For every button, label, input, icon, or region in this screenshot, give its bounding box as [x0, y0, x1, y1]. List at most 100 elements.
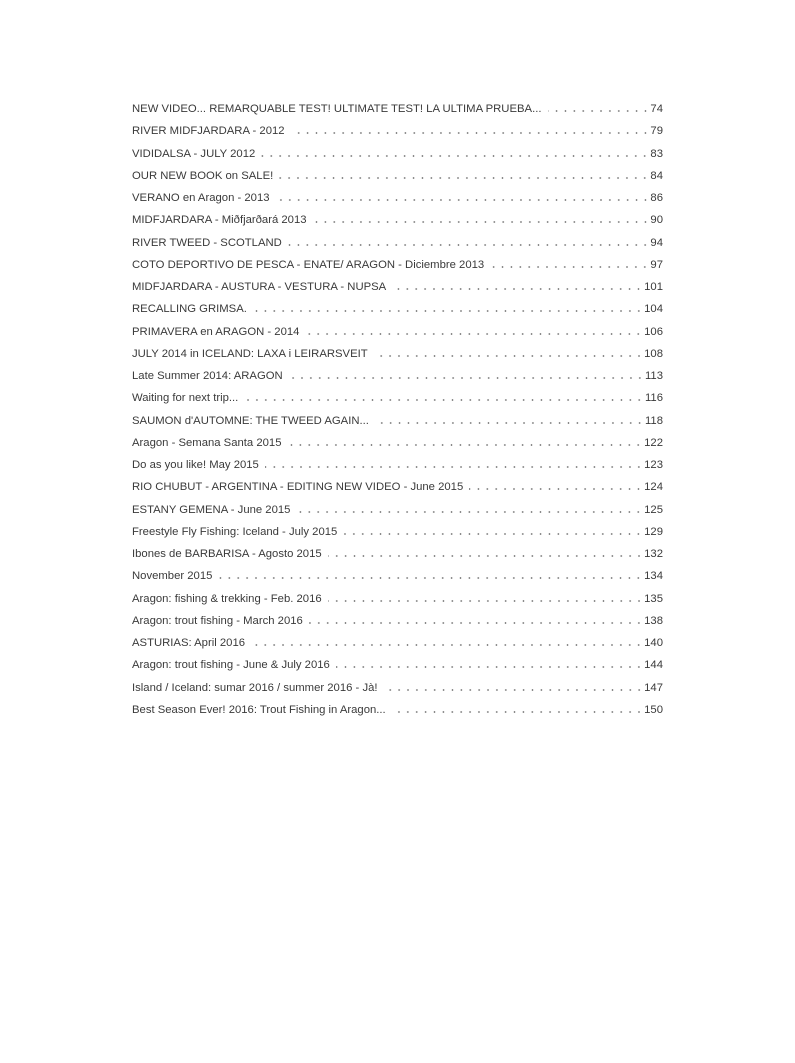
dot-leader — [343, 532, 644, 535]
table-of-contents: NEW VIDEO... REMARQUABLE TEST! ULTIMATE … — [132, 100, 663, 723]
toc-entry-title: ESTANY GEMENA - June 2015 — [132, 503, 291, 516]
toc-entry-page-number: 79 — [650, 125, 663, 138]
toc-entry[interactable]: Best Season Ever! 2016: Trout Fishing in… — [132, 701, 663, 723]
dot-leader — [251, 644, 644, 646]
toc-entry-title: Waiting for next trip... — [132, 392, 239, 405]
dot-leader — [312, 221, 650, 224]
toc-entry[interactable]: Island / Iceland: sumar 2016 / summer 20… — [132, 679, 663, 701]
toc-entry-title: OUR NEW BOOK on SALE! — [132, 169, 274, 182]
toc-entry-page-number: 113 — [644, 370, 663, 382]
toc-entry-title: ASTURIAS: April 2016 — [132, 637, 246, 649]
toc-entry-title: JULY 2014 in ICELAND: LAXA i LEIRARSVEIT — [132, 347, 368, 360]
toc-entry[interactable]: MIDFJARDARA - AUSTURA - VESTURA - NUPSA 1… — [132, 278, 663, 300]
dot-leader — [287, 443, 644, 446]
toc-entry-page-number: 140 — [644, 637, 663, 649]
toc-entry-page-number: 90 — [650, 214, 663, 227]
toc-entry-title: RIVER MIDFJARDARA - 2012 — [132, 125, 285, 138]
dot-leader — [490, 265, 650, 268]
toc-entry-page-number: 74 — [650, 103, 663, 115]
toc-entry[interactable]: Ibones de BARBARISA - Agosto 2015 132 — [132, 545, 663, 567]
toc-entry-title: VERANO en Aragon - 2013 — [132, 192, 270, 204]
toc-entry-title: Island / Iceland: sumar 2016 / summer 20… — [132, 681, 378, 694]
toc-entry-page-number: 116 — [644, 392, 663, 405]
toc-entry[interactable]: MIDFJARDARA - Miðfjarðará 2013 90 — [132, 211, 663, 233]
dot-leader — [547, 110, 650, 112]
toc-entry-page-number: 125 — [644, 503, 663, 516]
toc-entry[interactable]: Aragon: fishing & trekking - Feb. 2016 13… — [132, 590, 663, 612]
toc-entry[interactable]: PRIMAVERA en ARAGON - 2014 106 — [132, 323, 663, 345]
dot-leader — [392, 288, 644, 290]
toc-entry-page-number: 97 — [650, 258, 663, 271]
toc-entry-page-number: 132 — [644, 548, 663, 560]
dot-leader — [296, 510, 644, 513]
dot-leader — [374, 421, 644, 424]
dot-leader — [327, 599, 644, 602]
toc-entry-page-number: 104 — [644, 303, 663, 316]
dot-leader — [373, 354, 644, 357]
toc-entry[interactable]: November 2015 134 — [132, 567, 663, 589]
toc-entry-page-number: 101 — [644, 281, 663, 293]
dot-leader — [261, 154, 650, 157]
toc-entry[interactable]: ESTANY GEMENA - June 2015 125 — [132, 501, 663, 523]
toc-entry-title: RIVER TWEED - SCOTLAND — [132, 236, 282, 249]
toc-entry-title: Ibones de BARBARISA - Agosto 2015 — [132, 548, 322, 560]
toc-entry-page-number: 106 — [644, 325, 663, 338]
toc-entry-page-number: 83 — [650, 147, 663, 160]
toc-entry-page-number: 144 — [644, 659, 663, 672]
toc-entry[interactable]: RIVER MIDFJARDARA - 2012 79 — [132, 122, 663, 144]
toc-entry[interactable]: Late Summer 2014: ARAGON 113 — [132, 367, 663, 389]
toc-entry[interactable]: VERANO en Aragon - 2013 86 — [132, 189, 663, 211]
toc-entry[interactable]: VIDIDALSA - JULY 2012 83 — [132, 145, 663, 167]
toc-entry[interactable]: Waiting for next trip... 116 — [132, 389, 663, 411]
toc-entry-page-number: 84 — [650, 169, 663, 182]
toc-entry[interactable]: ASTURIAS: April 2016 140 — [132, 634, 663, 656]
toc-entry-page-number: 124 — [644, 481, 663, 494]
toc-entry[interactable]: JULY 2014 in ICELAND: LAXA i LEIRARSVEIT… — [132, 345, 663, 367]
dot-leader — [244, 399, 644, 402]
toc-entry[interactable]: RIVER TWEED - SCOTLAND 94 — [132, 234, 663, 256]
toc-entry[interactable]: Aragon: trout fishing - March 2016 138 — [132, 612, 663, 634]
dot-leader — [290, 132, 650, 135]
toc-entry[interactable]: RIO CHUBUT - ARGENTINA - EDITING NEW VID… — [132, 478, 663, 500]
toc-entry-title: Late Summer 2014: ARAGON — [132, 370, 283, 382]
toc-entry[interactable]: Do as you like! May 2015 123 — [132, 456, 663, 478]
toc-entry-title: Freestyle Fly Fishing: Iceland - July 20… — [132, 525, 338, 538]
toc-entry[interactable]: RECALLING GRIMSA. 104 — [132, 300, 663, 322]
dot-leader — [252, 310, 644, 313]
toc-entry-page-number: 94 — [650, 236, 663, 249]
toc-entry[interactable]: Freestyle Fly Fishing: Iceland - July 20… — [132, 523, 663, 545]
toc-entry-page-number: 123 — [644, 459, 663, 471]
dot-leader — [218, 577, 644, 580]
toc-entry[interactable]: Aragon - Semana Santa 2015 122 — [132, 434, 663, 456]
toc-entry-title: NEW VIDEO... REMARQUABLE TEST! ULTIMATE … — [132, 103, 542, 115]
toc-entry-title: Aragon: trout fishing - June & July 2016 — [132, 659, 330, 672]
toc-entry[interactable]: Aragon: trout fishing - June & July 2016… — [132, 656, 663, 678]
dot-leader — [335, 666, 644, 669]
toc-entry[interactable]: COTO DEPORTIVO DE PESCA - ENATE/ ARAGON … — [132, 256, 663, 278]
toc-entry-title: Aragon - Semana Santa 2015 — [132, 436, 282, 449]
dot-leader — [288, 377, 644, 379]
dot-leader — [279, 176, 650, 179]
toc-entry-page-number: 150 — [644, 703, 663, 716]
toc-entry[interactable]: SAUMON d'AUTOMNE: THE TWEED AGAIN... 118 — [132, 412, 663, 434]
toc-entry-title: November 2015 — [132, 570, 213, 583]
dot-leader — [469, 488, 644, 491]
toc-entry-title: RIO CHUBUT - ARGENTINA - EDITING NEW VID… — [132, 481, 464, 494]
toc-entry[interactable]: OUR NEW BOOK on SALE! 84 — [132, 167, 663, 189]
toc-entry-title: Do as you like! May 2015 — [132, 459, 259, 471]
toc-entry-page-number: 122 — [644, 436, 663, 449]
toc-entry-page-number: 134 — [644, 570, 663, 583]
dot-leader — [391, 710, 644, 713]
toc-entry-title: MIDFJARDARA - Miðfjarðará 2013 — [132, 214, 307, 227]
dot-leader — [275, 199, 650, 201]
toc-entry-title: PRIMAVERA en ARAGON - 2014 — [132, 325, 300, 338]
toc-entry-page-number: 129 — [644, 525, 663, 538]
toc-entry-page-number: 135 — [644, 592, 663, 605]
dot-leader — [287, 243, 650, 246]
toc-entry-page-number: 108 — [644, 347, 663, 360]
toc-entry-title: Best Season Ever! 2016: Trout Fishing in… — [132, 703, 386, 716]
dot-leader — [327, 555, 644, 557]
toc-entry-title: SAUMON d'AUTOMNE: THE TWEED AGAIN... — [132, 414, 369, 427]
toc-entry-title: Aragon: trout fishing - March 2016 — [132, 614, 303, 627]
toc-entry[interactable]: NEW VIDEO... REMARQUABLE TEST! ULTIMATE … — [132, 100, 663, 122]
